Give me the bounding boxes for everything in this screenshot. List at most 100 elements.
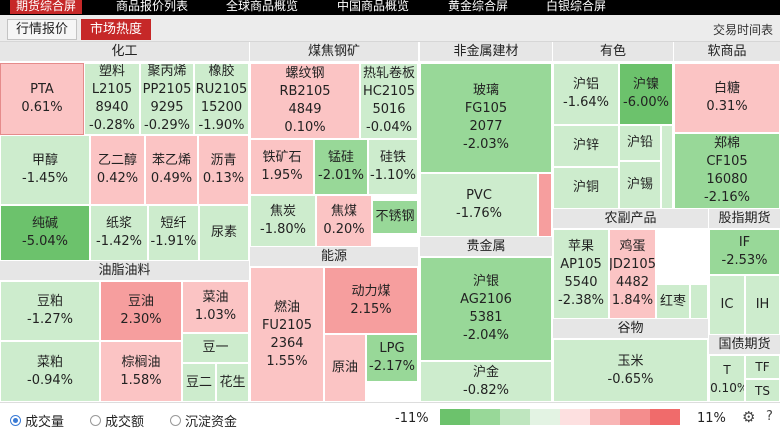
cell-t[interactable]: T-0.10% <box>709 355 745 402</box>
cell-soy2[interactable]: 豆二 <box>182 363 216 402</box>
cell-pulp[interactable]: 纸浆 -1.42% <box>90 205 148 261</box>
nav-china-overview[interactable]: 中国商品概览 <box>337 0 410 13</box>
legend-swatch-3 <box>530 409 560 425</box>
cell-rapeoil[interactable]: 菜油 1.03% <box>182 281 249 333</box>
radio-volume[interactable]: 成交量 <box>10 411 64 430</box>
legend-swatch-0 <box>440 409 470 425</box>
cell-sn[interactable]: 沪锡 <box>619 161 661 209</box>
legend-swatch-1 <box>470 409 500 425</box>
legend-swatch-6 <box>620 409 650 425</box>
cell-fesi[interactable]: 硅铁 -1.10% <box>368 139 418 195</box>
cell-coke[interactable]: 焦炭 -1.80% <box>250 195 316 247</box>
help-icon[interactable]: ? <box>766 409 773 424</box>
section-coal: 煤焦钢矿 <box>250 42 418 62</box>
cell-soyoil[interactable]: 豆油 2.30% <box>100 281 182 341</box>
cell-rebar[interactable]: 螺纹钢 RB2105 4849 0.10% <box>250 63 360 139</box>
cell-nonferrous-misc[interactable] <box>661 125 673 209</box>
top-nav: 期货综合屏 商品报价列表 全球商品概览 中国商品概览 黄金综合屏 白银综合屏 <box>0 0 780 15</box>
legend-swatch-4 <box>560 409 590 425</box>
cell-styrene[interactable]: 苯乙烯 0.49% <box>145 135 198 205</box>
cell-fuel[interactable]: 燃油 FU2105 2364 1.55% <box>250 267 324 402</box>
cell-rapemeal[interactable]: 菜粕 -0.94% <box>0 341 100 402</box>
cell-peanut[interactable]: 花生 <box>216 363 249 402</box>
cell-if[interactable]: IF -2.53% <box>709 229 780 275</box>
cell-asphalt[interactable]: 沥青 0.13% <box>198 135 249 205</box>
tab-market-heat[interactable]: 市场热度 <box>81 19 152 40</box>
cell-soy1[interactable]: 豆一 <box>182 333 249 363</box>
cell-soda[interactable]: 纯碱 -5.04% <box>0 205 90 261</box>
radio-dot-icon <box>170 415 181 426</box>
cell-egg[interactable]: 鸡蛋 JD2105 4482 1.84% <box>609 229 656 319</box>
cell-al[interactable]: 沪铝 -1.64% <box>553 63 619 125</box>
color-legend <box>440 409 680 425</box>
cell-cotton[interactable]: 郑棉 CF105 16080 -2.16% <box>674 133 780 209</box>
cell-tf[interactable]: TF <box>745 355 780 379</box>
nav-global-overview[interactable]: 全球商品概览 <box>226 0 299 13</box>
section-agri: 农副产品 <box>553 209 708 229</box>
cell-plastic[interactable]: 塑料 L2105 8940 -0.28% <box>84 63 140 135</box>
cell-ic[interactable]: IC <box>709 275 745 335</box>
cell-building-misc[interactable] <box>538 173 552 237</box>
nav-quote-list[interactable]: 商品报价列表 <box>116 0 189 13</box>
legend-min-label: -11% <box>395 411 429 426</box>
cell-crude[interactable]: 原油 <box>324 334 366 402</box>
tab-quotes[interactable]: 行情报价 <box>7 19 78 40</box>
section-oil: 油脂油料 <box>0 261 249 281</box>
cell-agri-misc[interactable] <box>690 284 708 319</box>
heatmap: 化工 PTA 0.61% 塑料 L2105 8940 -0.28% 聚丙烯 PP2105 9… <box>0 42 780 402</box>
cell-ih[interactable]: IH <box>745 275 780 335</box>
cell-mnsi[interactable]: 锰硅 -2.01% <box>314 139 368 195</box>
nav-gold-screen[interactable]: 黄金综合屏 <box>448 0 509 13</box>
cell-zn[interactable]: 沪锌 <box>553 125 619 167</box>
cell-urea[interactable]: 尿素 <box>199 205 249 261</box>
section-nonferrous: 有色 <box>553 42 673 62</box>
legend-max-label: 11% <box>697 411 726 426</box>
radio-dot-icon <box>90 415 101 426</box>
bottom-bar: 成交量 成交额 沉淀资金 -11% 11% ⚙ ? <box>0 402 780 433</box>
cell-glass[interactable]: 玻璃 FG105 2077 -2.03% <box>420 63 552 173</box>
cell-rubber[interactable]: 橡胶 RU2105 15200 -1.90% <box>194 63 249 135</box>
cell-sugar[interactable]: 白糖 0.31% <box>674 63 780 133</box>
sub-nav: 行情报价 市场热度 交易时间表 <box>0 15 780 42</box>
cell-pta[interactable]: PTA 0.61% <box>0 63 84 135</box>
radio-turnover[interactable]: 成交额 <box>90 411 144 430</box>
cell-pb[interactable]: 沪铅 <box>619 125 661 161</box>
nav-silver-screen[interactable]: 白银综合屏 <box>546 0 607 13</box>
trading-hours-link[interactable]: 交易时间表 <box>712 23 773 37</box>
cell-gold[interactable]: 沪金 -0.82% <box>420 361 552 402</box>
section-soft: 软商品 <box>674 42 780 62</box>
gear-icon[interactable]: ⚙ <box>742 408 756 426</box>
cell-palm[interactable]: 棕榈油 1.58% <box>100 341 182 402</box>
nav-futures-overview[interactable]: 期货综合屏 <box>10 0 83 14</box>
section-chem: 化工 <box>0 42 249 62</box>
cell-pvc[interactable]: PVC -1.76% <box>420 173 538 237</box>
cell-ni[interactable]: 沪镍 -6.00% <box>619 63 673 125</box>
radio-open-interest[interactable]: 沉淀资金 <box>170 411 237 430</box>
cell-iron[interactable]: 铁矿石 1.95% <box>250 139 314 195</box>
section-grain: 谷物 <box>553 319 708 339</box>
cell-hotcoil[interactable]: 热轧卷板 HC2105 5016 -0.04% <box>360 63 418 139</box>
cell-cu[interactable]: 沪铜 <box>553 167 619 209</box>
cell-corn[interactable]: 玉米 -0.65% <box>553 339 708 402</box>
cell-thermal[interactable]: 动力煤 2.15% <box>324 267 418 334</box>
cell-lpg[interactable]: LPG -2.17% <box>366 334 418 382</box>
legend-swatch-2 <box>500 409 530 425</box>
section-building: 非金属建材 <box>420 42 552 62</box>
section-energy: 能源 <box>250 247 418 267</box>
section-index: 股指期货 <box>709 209 780 229</box>
cell-apple[interactable]: 苹果 AP105 5540 -2.38% <box>553 229 609 319</box>
cell-methanol[interactable]: 甲醇 -1.45% <box>0 135 90 205</box>
cell-silver[interactable]: 沪银 AG2106 5381 -2.04% <box>420 257 552 361</box>
cell-jujube[interactable]: 红枣 <box>656 284 690 319</box>
cell-stainless[interactable]: 不锈钢 <box>372 200 418 234</box>
cell-pp[interactable]: 聚丙烯 PP2105 9295 -0.29% <box>140 63 194 135</box>
legend-swatch-7 <box>650 409 680 425</box>
cell-fiber[interactable]: 短纤 -1.91% <box>148 205 199 261</box>
cell-soymeal[interactable]: 豆粕 -1.27% <box>0 281 100 341</box>
legend-swatch-5 <box>590 409 620 425</box>
cell-cokingcoal[interactable]: 焦煤 0.20% <box>316 195 372 247</box>
radio-dot-icon <box>10 415 21 426</box>
cell-ts[interactable]: TS <box>745 379 780 402</box>
section-bond: 国债期货 <box>709 335 780 355</box>
cell-eg[interactable]: 乙二醇 0.42% <box>90 135 145 205</box>
